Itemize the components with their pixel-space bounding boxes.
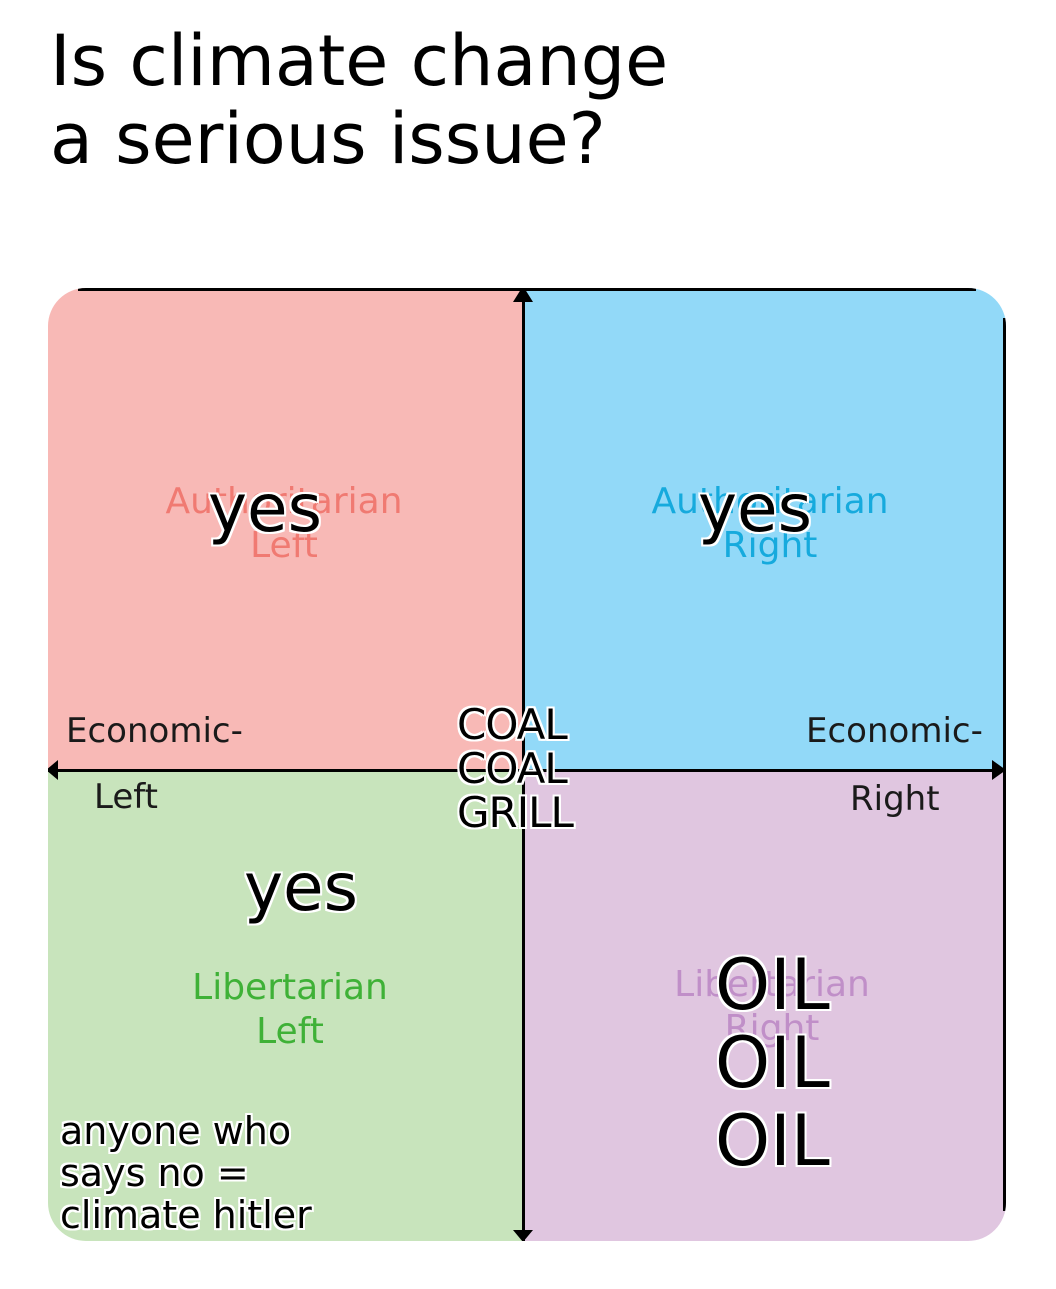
answer-authoritarian-left: yes — [208, 470, 323, 547]
meme-title: Is climate change a serious issue? — [50, 20, 669, 180]
label-libertarian-right: Libertarian Right — [674, 964, 870, 1049]
answer-libertarian-right: OIL OIL OIL — [715, 944, 830, 1182]
quadrant-libertarian-left — [48, 772, 524, 1241]
arrow-up-icon — [513, 288, 533, 302]
answer-libertarian-left-note: anyone who says no = climate hitler — [60, 1109, 312, 1237]
arrow-right-icon — [992, 760, 1006, 780]
axis-label-economic-left-top: Economic- — [66, 711, 243, 751]
axis-label-economic-right-bottom: Right — [850, 779, 940, 819]
label-libertarian-left: Libertarian Left — [192, 967, 388, 1052]
authority-axis — [522, 288, 525, 1241]
arrow-left-icon — [48, 760, 58, 780]
quadrant-libertarian-right — [524, 772, 1006, 1241]
quadrant-authoritarian-right — [524, 288, 1006, 772]
label-authoritarian-right: Authoritarian Right — [651, 481, 889, 566]
political-compass: Authoritarian Left Authoritarian Right L… — [48, 288, 1006, 1241]
economic-axis — [48, 769, 1006, 772]
arrow-down-icon — [513, 1230, 533, 1241]
label-authoritarian-left: Authoritarian Left — [165, 481, 403, 566]
axis-label-economic-right-top: Economic- — [806, 711, 983, 751]
quadrant-authoritarian-left — [48, 288, 524, 772]
answer-center: COAL COAL GRILL — [457, 700, 574, 837]
answer-libertarian-left: yes — [244, 849, 359, 926]
answer-authoritarian-right: yes — [698, 470, 813, 547]
axis-label-economic-left-bottom: Left — [94, 777, 158, 817]
